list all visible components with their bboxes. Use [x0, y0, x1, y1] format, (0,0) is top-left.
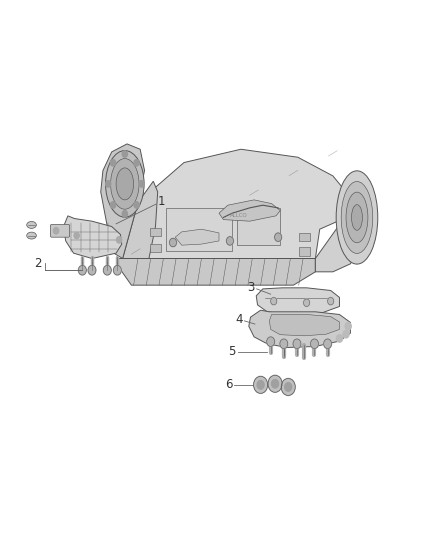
Circle shape — [106, 181, 111, 187]
Circle shape — [345, 322, 351, 330]
Circle shape — [117, 237, 122, 243]
Circle shape — [281, 378, 295, 395]
Text: 3: 3 — [247, 281, 254, 294]
Circle shape — [336, 335, 343, 342]
Circle shape — [74, 232, 79, 239]
Bar — [150, 228, 161, 236]
Circle shape — [254, 376, 268, 393]
Circle shape — [324, 339, 332, 349]
Circle shape — [328, 297, 334, 305]
Ellipse shape — [351, 205, 362, 230]
Circle shape — [272, 379, 279, 388]
Circle shape — [53, 228, 59, 234]
Polygon shape — [249, 310, 350, 348]
Text: ALLCO: ALLCO — [230, 213, 247, 219]
Circle shape — [268, 375, 282, 392]
Ellipse shape — [116, 168, 134, 200]
Circle shape — [275, 233, 282, 241]
Polygon shape — [219, 200, 280, 221]
Circle shape — [134, 202, 139, 208]
Bar — [150, 244, 161, 252]
Circle shape — [280, 339, 288, 349]
Circle shape — [113, 265, 121, 275]
Text: 5: 5 — [229, 345, 236, 358]
Text: 6: 6 — [225, 378, 233, 391]
Circle shape — [139, 181, 144, 187]
Circle shape — [110, 202, 116, 208]
Circle shape — [267, 337, 275, 346]
Circle shape — [285, 383, 292, 391]
Bar — [299, 247, 310, 256]
Circle shape — [134, 159, 139, 166]
Polygon shape — [256, 288, 339, 314]
Circle shape — [343, 330, 349, 338]
Circle shape — [257, 381, 264, 389]
Ellipse shape — [106, 150, 144, 217]
Polygon shape — [101, 144, 145, 259]
Circle shape — [103, 265, 111, 275]
FancyBboxPatch shape — [50, 224, 70, 237]
Circle shape — [122, 211, 127, 217]
Text: 1: 1 — [157, 195, 165, 208]
Ellipse shape — [27, 232, 36, 239]
Text: 4: 4 — [235, 313, 243, 326]
Bar — [166, 208, 232, 251]
Circle shape — [110, 159, 116, 166]
Polygon shape — [269, 314, 339, 336]
Ellipse shape — [110, 159, 139, 209]
Polygon shape — [64, 216, 122, 259]
Circle shape — [88, 265, 96, 275]
Ellipse shape — [336, 171, 378, 264]
Circle shape — [304, 299, 310, 306]
Ellipse shape — [341, 181, 373, 254]
Circle shape — [122, 151, 127, 157]
Polygon shape — [118, 259, 315, 285]
Polygon shape — [123, 181, 158, 259]
Polygon shape — [315, 192, 368, 272]
Circle shape — [311, 339, 318, 349]
Polygon shape — [123, 149, 350, 259]
Polygon shape — [175, 229, 219, 245]
Circle shape — [226, 237, 233, 245]
Circle shape — [293, 339, 301, 349]
Bar — [299, 233, 310, 241]
Circle shape — [271, 297, 277, 305]
Text: 2: 2 — [34, 257, 42, 270]
Circle shape — [78, 265, 86, 275]
Circle shape — [170, 238, 177, 247]
Bar — [237, 208, 280, 245]
Ellipse shape — [27, 222, 36, 229]
Ellipse shape — [346, 192, 368, 243]
